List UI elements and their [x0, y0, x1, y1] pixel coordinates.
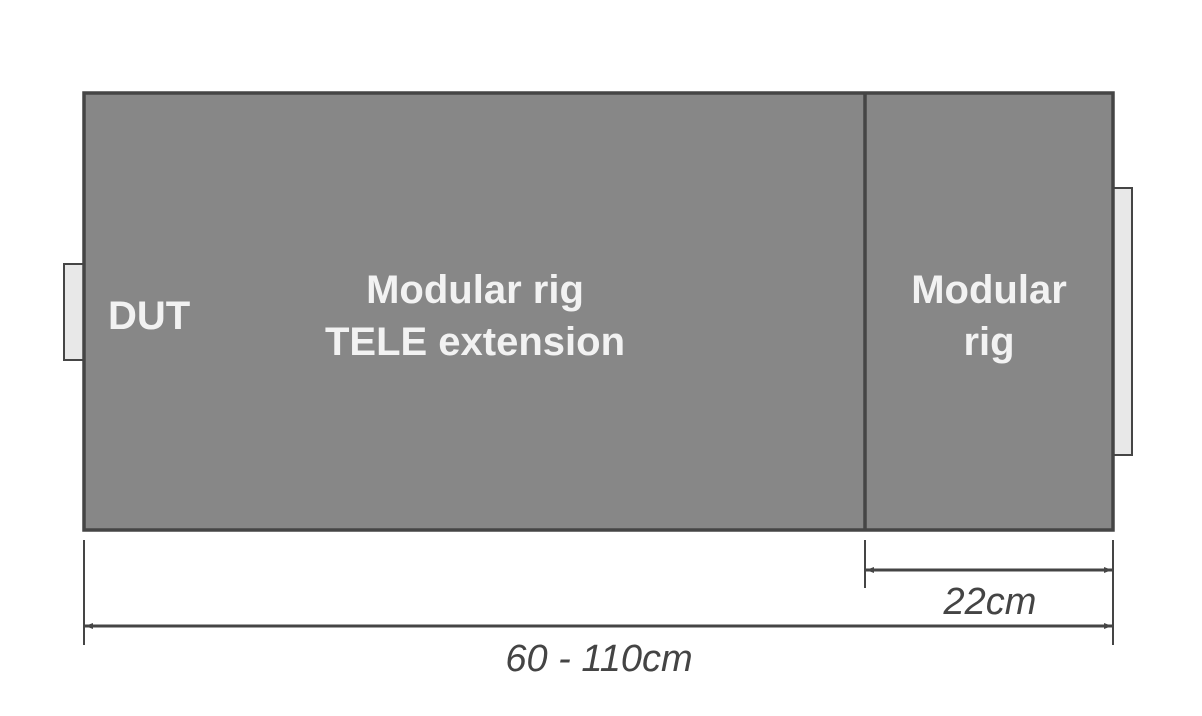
rig-dimension-label: 22cm — [943, 581, 1037, 623]
extension-label-line1: Modular rig — [366, 268, 584, 312]
dut-label: DUT — [108, 294, 190, 338]
rig-label-line1: Modular — [911, 268, 1067, 312]
dut-tab — [63, 263, 85, 361]
dimension-ticks — [83, 540, 1114, 645]
rig-body — [82, 91, 1115, 532]
rig-label-line2: rig — [963, 320, 1014, 364]
total-dimension-label: 60 - 110cm — [505, 638, 692, 680]
extension-label-line2: TELE extension — [325, 320, 625, 364]
rig-tab — [1112, 187, 1133, 456]
